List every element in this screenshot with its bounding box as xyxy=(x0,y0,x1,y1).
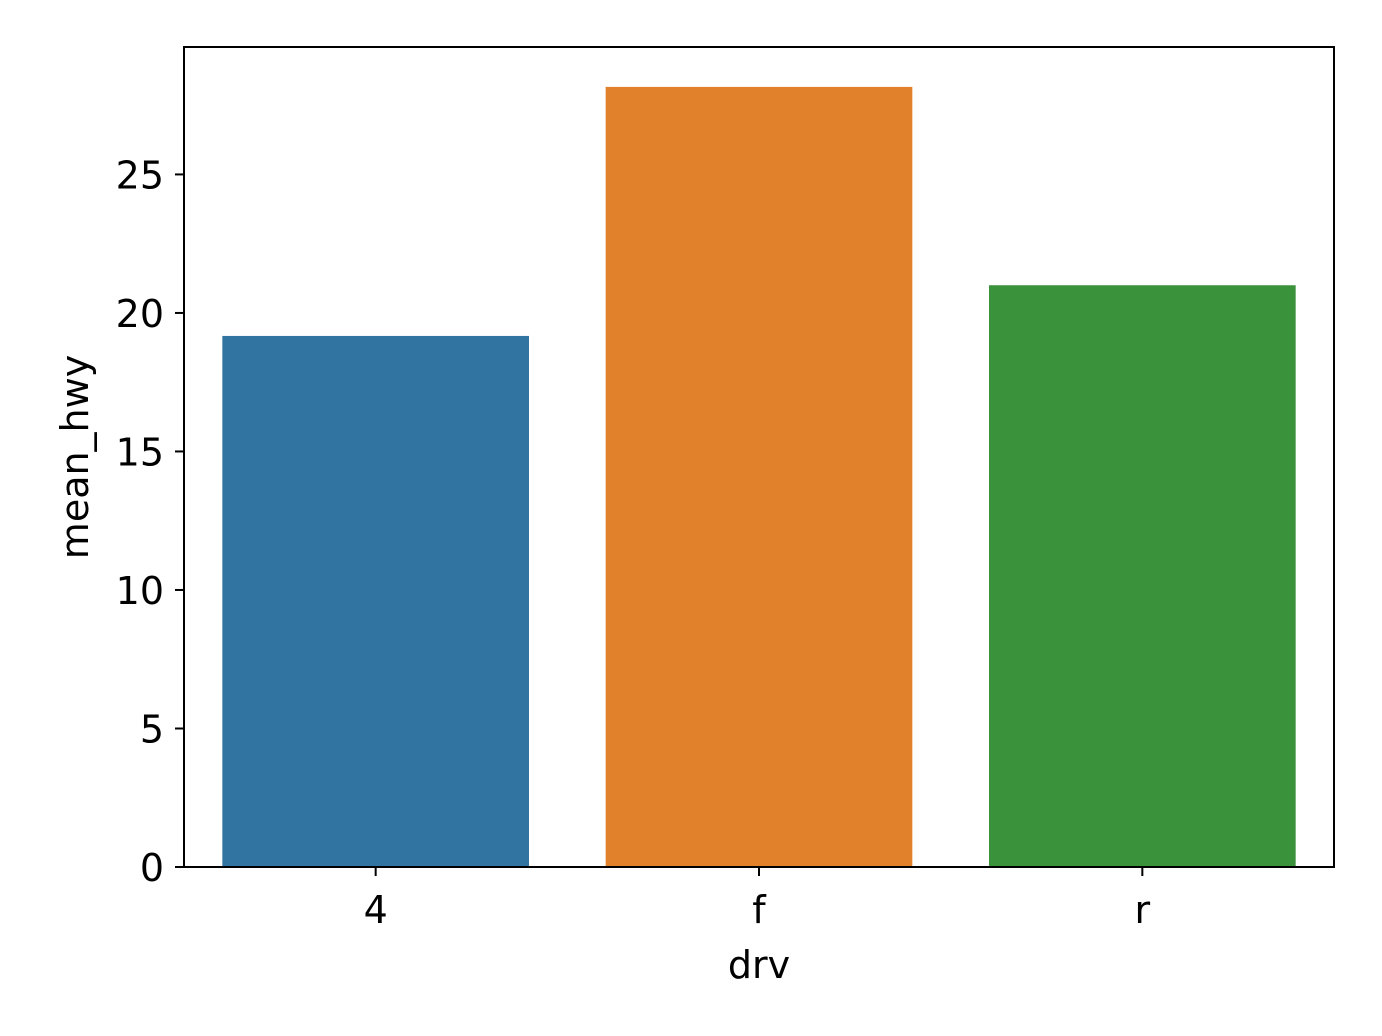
x-tick-label: f xyxy=(752,888,767,932)
x-tick-label: 4 xyxy=(364,888,388,932)
ticks-layer: 4 f r 0 5 10 15 20 25 xyxy=(116,153,1151,932)
y-tick-label: 25 xyxy=(116,153,164,197)
bar-f xyxy=(605,86,913,867)
bars-layer xyxy=(222,86,1296,867)
y-tick-label: 20 xyxy=(116,292,164,336)
y-tick-label: 0 xyxy=(140,846,164,890)
y-tick-label: 5 xyxy=(140,707,164,751)
y-axis-label: mean_hwy xyxy=(53,355,97,559)
y-tick-label: 15 xyxy=(116,430,164,474)
y-tick-label: 10 xyxy=(116,569,164,613)
bar-4 xyxy=(222,335,530,867)
x-tick-label: r xyxy=(1135,888,1151,932)
bar-r xyxy=(989,285,1296,867)
x-axis-label: drv xyxy=(728,943,790,987)
plot-area-frame xyxy=(183,46,1335,868)
